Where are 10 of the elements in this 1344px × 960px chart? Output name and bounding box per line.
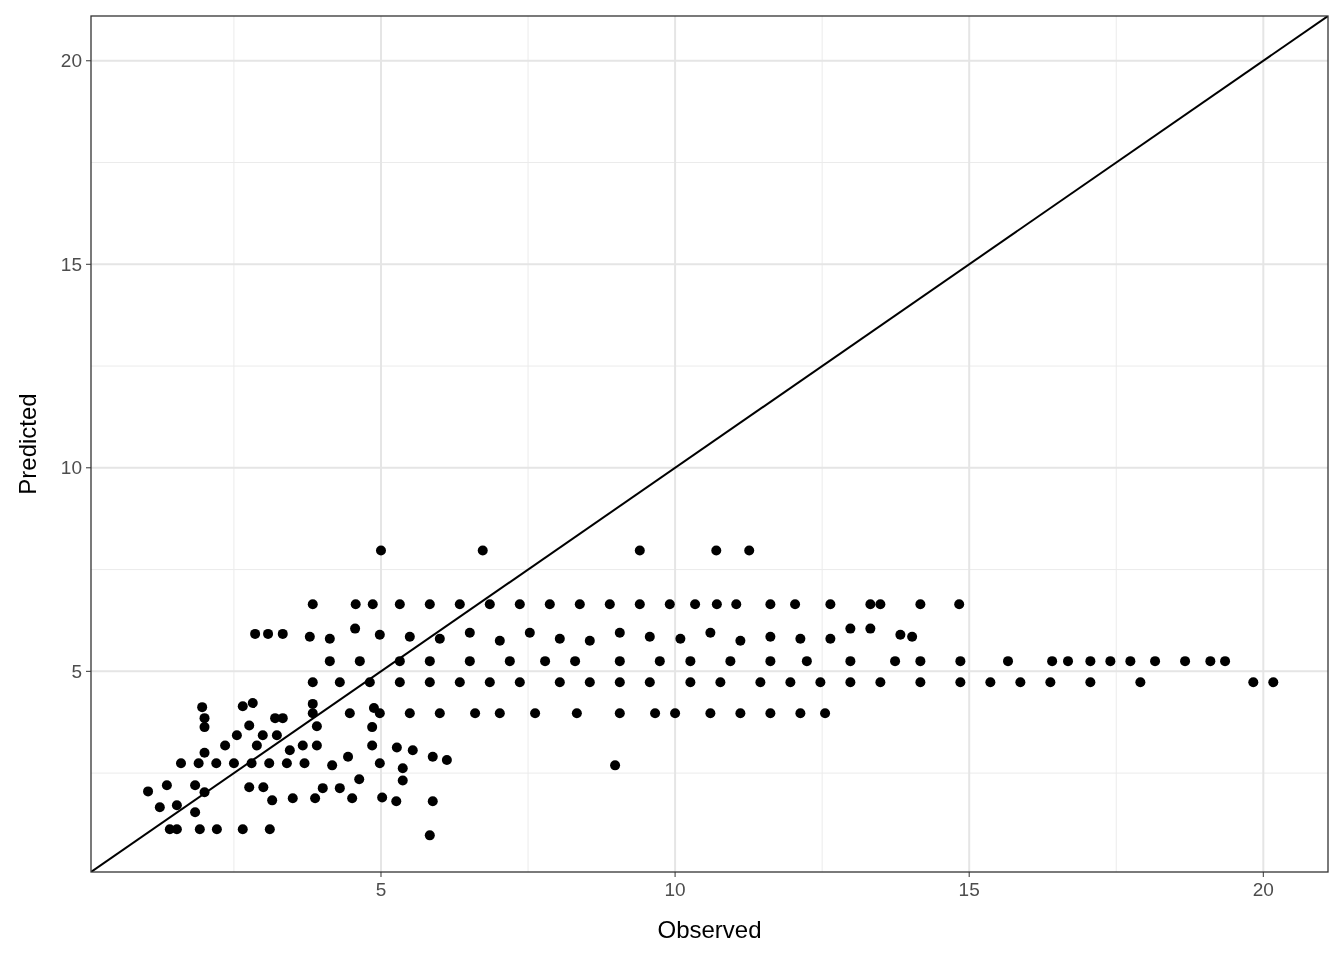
y-tick-label: 15 xyxy=(60,253,82,275)
y-tick-label: 5 xyxy=(71,660,82,682)
x-tick-label: 10 xyxy=(664,879,686,900)
y-axis-title: Predicted xyxy=(14,393,41,495)
y-tick-label: 20 xyxy=(60,50,82,72)
x-axis-title: Observed xyxy=(657,916,762,943)
x-tick-label: 5 xyxy=(375,879,387,900)
y-tick-label: 10 xyxy=(60,457,82,479)
x-tick-label: 20 xyxy=(1252,879,1274,900)
x-tick-label: 15 xyxy=(958,879,980,900)
